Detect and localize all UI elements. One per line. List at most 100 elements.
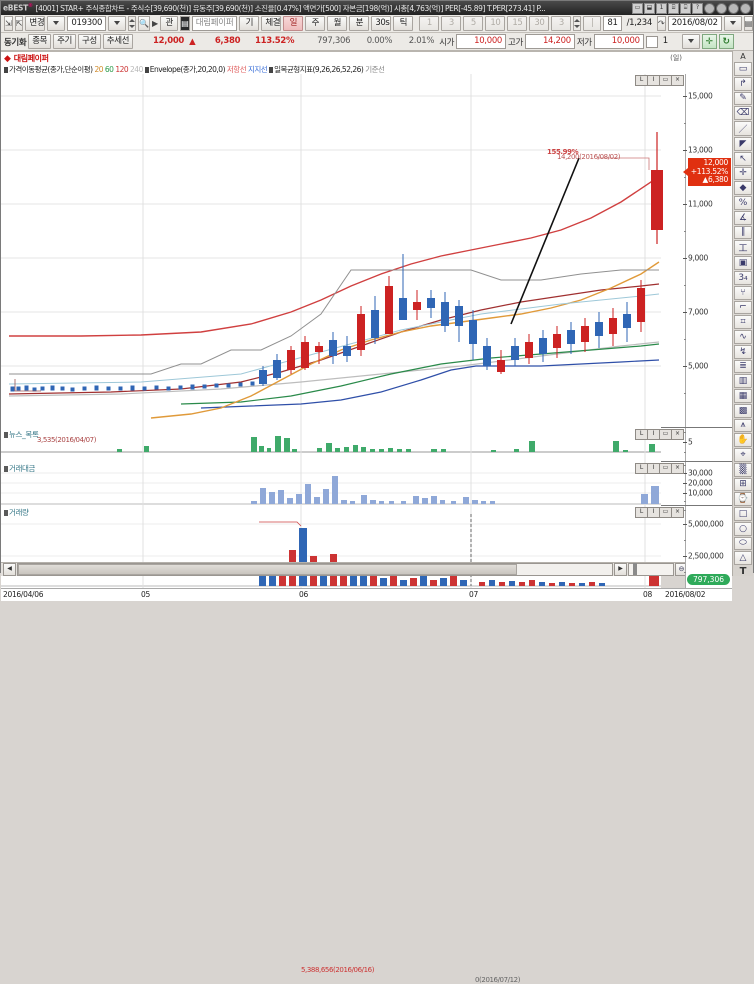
tick-apply-button[interactable]: | (583, 16, 602, 31)
trendline-button[interactable]: 추세선 (102, 34, 134, 49)
square-icon[interactable]: □ (734, 507, 752, 521)
ray-icon[interactable]: ↖ (734, 151, 752, 166)
measure-icon[interactable]: ⊞ (734, 477, 752, 492)
code-stepper[interactable] (128, 16, 137, 31)
amount-pane-label[interactable]: 거래대금 (4, 463, 35, 474)
stock-button[interactable]: 종목 (28, 34, 52, 49)
rail-bottom-label[interactable]: T (739, 565, 747, 577)
period-button-gi[interactable]: 기 (239, 16, 260, 31)
legend-marker-icon-3[interactable] (269, 67, 274, 73)
period-button-tick-exec[interactable]: 체결 (261, 16, 282, 31)
minimize-icon[interactable]: ▭ (632, 2, 643, 14)
change-dropdown-icon[interactable] (47, 16, 66, 31)
tick-option-10[interactable]: 10 (485, 16, 506, 31)
pencil-icon[interactable]: ✎ (734, 91, 752, 106)
legend-envelope-label[interactable]: Envelope(종가,20,20,0) (149, 65, 226, 74)
cross-icon[interactable]: ✛ (734, 166, 752, 181)
compose-button[interactable]: 구성 (77, 34, 101, 49)
circle-icon[interactable]: ○ (734, 521, 752, 536)
plus-icon[interactable]: ✛ (701, 34, 717, 49)
zigzag-icon[interactable]: ↯ (734, 344, 752, 359)
scroll-left-icon[interactable]: ◀ (3, 563, 16, 576)
period-button-minute[interactable]: 분 (349, 16, 370, 31)
bar-count-input[interactable]: 81 (603, 16, 622, 31)
period-button-tick[interactable]: 틱 (393, 16, 414, 31)
price-chart-plot[interactable] (1, 74, 709, 428)
tick-option-5[interactable]: 5 (463, 16, 484, 31)
chart-icon[interactable]: ▩ (734, 403, 752, 418)
volume-axis[interactable]: 5,000,000 2,500,000 797,306 (683, 506, 732, 588)
trend-icon[interactable]: ◤ (734, 137, 752, 151)
expand-icon[interactable] (716, 2, 727, 14)
amount-axis[interactable]: 30,000 20,000 10,000 (683, 462, 732, 505)
tick-option-3[interactable]: 3 (441, 16, 462, 31)
fib-icon[interactable]: ◆ (734, 181, 752, 195)
stock-code-input[interactable]: 019300 (67, 16, 107, 31)
horizontal-scrollbar[interactable]: ◀ ▶ ⊖ ⊕ ⊙ ▾ (1, 562, 732, 576)
text-icon[interactable]: 工 (734, 240, 752, 256)
parallel-icon[interactable]: ∥ (734, 225, 752, 240)
price-pane-btn-close[interactable]: × (671, 75, 684, 86)
legend-ma-label[interactable]: 가격이동평균(종가,단순이평) (9, 65, 93, 74)
ellipse-icon[interactable]: ⬭ (734, 536, 752, 551)
tick-option-30[interactable]: 30 (529, 16, 550, 31)
period-button-week[interactable]: 주 (305, 16, 326, 31)
play-icon[interactable]: ▶ (152, 19, 159, 28)
expand-pane-icon[interactable]: ⇲ (4, 16, 13, 31)
code-dropdown-icon[interactable] (108, 16, 127, 31)
sync-label[interactable]: 동기화 (4, 37, 27, 48)
help-icon[interactable]: ? (692, 2, 703, 14)
news-pane-label[interactable]: 뉴스_목록 (4, 429, 39, 440)
legend-marker-icon-2[interactable] (144, 67, 149, 73)
option-checkbox[interactable] (645, 35, 658, 48)
pitchfork-icon[interactable]: ⑂ (734, 285, 752, 300)
box-icon[interactable]: ▣ (734, 256, 752, 270)
legend-ichimoku-label[interactable]: 일목균형지표(9,26,26,52,26) (274, 65, 364, 74)
drawing-tools-rail[interactable]: A ▭ ↱ ✎ ⌫ ／ ◤ ↖ ✛ ◆ % ∡ ∥ 工 ▣ 3₄ ⑂ ⌐ ⌗ ∿… (732, 51, 753, 576)
brush-icon[interactable]: ⌖ (734, 448, 752, 462)
tick-option-15[interactable]: 15 (507, 16, 528, 31)
scroll-thumb[interactable] (18, 564, 517, 575)
arrow-icon[interactable]: ↱ (734, 76, 752, 91)
count-dropdown-icon[interactable] (681, 34, 700, 49)
angle-icon[interactable]: ∡ (734, 210, 752, 225)
reload-icon[interactable]: ↻ (718, 34, 734, 49)
volume-pane-btn-close[interactable]: × (671, 507, 684, 518)
eraser-icon[interactable]: ⌫ (734, 106, 752, 120)
scroll-track[interactable] (17, 563, 613, 576)
amount-pane[interactable]: 거래대금 L I ▭ × (1, 462, 732, 506)
period-button-day[interactable]: 일 (283, 16, 304, 31)
period-button[interactable]: 주기 (53, 34, 76, 49)
date-input[interactable]: 2016/08/02 (667, 16, 722, 31)
triangle-icon[interactable]: △ (734, 551, 752, 565)
abc-icon[interactable]: 3₄ (734, 271, 752, 285)
regression-icon[interactable]: ≣ (734, 359, 752, 374)
zoom-slider[interactable] (628, 563, 674, 576)
channel-icon[interactable]: ⌐ (734, 300, 752, 315)
line-icon[interactable]: ／ (734, 121, 752, 136)
maximize-icon[interactable]: ⬓ (644, 2, 655, 14)
stock-name-input[interactable]: 대림페이퍼 (191, 16, 238, 31)
bars-icon[interactable]: ▦ (734, 389, 752, 403)
period-button-30s[interactable]: 30s (371, 16, 392, 31)
legend-stock-name[interactable]: 대림페이퍼 (13, 54, 49, 63)
compare-icon[interactable]: ⩚ (734, 418, 752, 433)
layout-icon[interactable]: ⌸ (668, 2, 679, 14)
close-icon[interactable] (740, 2, 751, 14)
collapse-pane-icon[interactable]: ⇱ (14, 16, 24, 31)
volume-pane-label[interactable]: 거래량 (4, 507, 29, 518)
scroll-right-icon[interactable]: ▶ (614, 563, 627, 576)
grid-icon[interactable]: ▤ (180, 16, 190, 31)
date-axis[interactable]: 2016/04/06 05 06 07 08 2016/08/02 (1, 588, 732, 601)
amount-chart-plot[interactable] (1, 462, 661, 506)
amount-pane-btn-close[interactable]: × (671, 463, 684, 474)
gann-icon[interactable]: ⌗ (734, 315, 752, 329)
cursor-icon[interactable]: ▭ (734, 62, 752, 76)
screen-1-icon[interactable]: 1 (656, 2, 667, 14)
histogram-icon[interactable]: ▥ (734, 374, 752, 388)
wave-icon[interactable]: ∿ (734, 330, 752, 344)
date-dropdown-icon[interactable] (723, 16, 742, 31)
tick-option-1[interactable]: 1 (419, 16, 440, 31)
period-button-month[interactable]: 월 (327, 16, 348, 31)
percent-icon[interactable]: % (734, 196, 752, 210)
